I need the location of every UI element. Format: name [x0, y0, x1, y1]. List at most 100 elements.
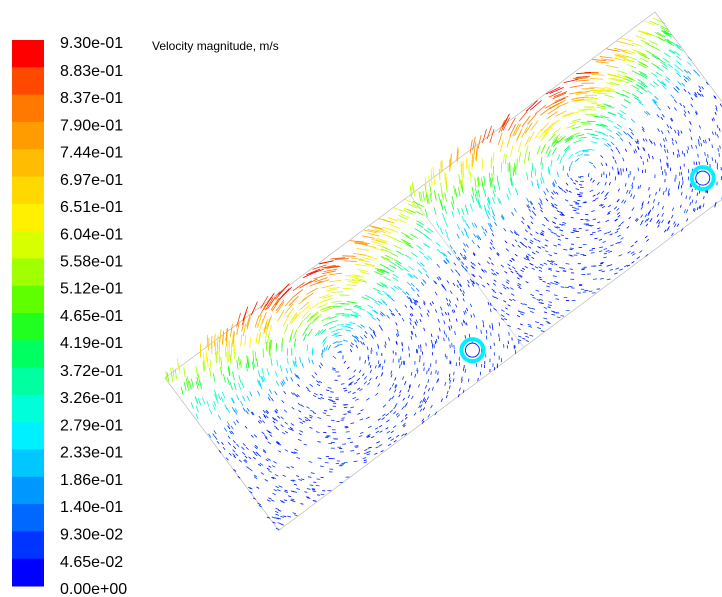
- velocity-vector: [578, 177, 581, 178]
- velocity-vector: [492, 327, 493, 330]
- velocity-vector: [632, 94, 639, 98]
- velocity-vector: [449, 337, 450, 341]
- velocity-vector: [262, 420, 264, 423]
- velocity-vector: [401, 232, 409, 236]
- velocity-vector: [511, 145, 513, 156]
- velocity-vector: [550, 87, 564, 93]
- velocity-vector: [538, 277, 541, 278]
- velocity-vector: [413, 326, 414, 329]
- velocity-vector: [592, 200, 595, 201]
- velocity-vector: [544, 263, 547, 264]
- velocity-vector: [684, 153, 685, 157]
- velocity-vector: [647, 218, 649, 221]
- velocity-vector: [415, 334, 416, 337]
- velocity-vector: [306, 407, 309, 409]
- velocity-vector: [463, 320, 464, 323]
- velocity-vector: [601, 191, 604, 194]
- velocity-vector: [543, 318, 547, 319]
- velocity-vector: [657, 214, 659, 217]
- velocity-vector: [518, 328, 521, 329]
- velocity-vector: [717, 134, 718, 137]
- velocity-vector: [547, 323, 550, 324]
- velocity-vector: [437, 379, 438, 383]
- velocity-vector: [462, 208, 464, 215]
- velocity-vector: [254, 435, 257, 438]
- velocity-vector: [473, 263, 475, 266]
- velocity-vector: [369, 378, 371, 381]
- velocity-vector: [531, 222, 533, 224]
- velocity-vector: [337, 344, 342, 345]
- velocity-vector: [530, 216, 533, 219]
- velocity-vector: [207, 357, 208, 367]
- velocity-vector: [550, 263, 553, 264]
- velocity-vector: [349, 322, 355, 324]
- velocity-vector: [284, 324, 288, 333]
- velocity-vector: [624, 131, 627, 134]
- velocity-vector: [577, 154, 583, 156]
- velocity-vector: [581, 100, 593, 101]
- velocity-vector: [463, 257, 465, 260]
- velocity-vector: [333, 341, 338, 343]
- velocity-vector: [265, 479, 268, 481]
- velocity-vector: [546, 322, 550, 323]
- velocity-vector: [555, 180, 557, 184]
- velocity-vector: [269, 389, 271, 393]
- velocity-vector: [493, 291, 496, 293]
- velocity-vector: [335, 259, 349, 260]
- colorbar-label: 3.26e-01: [60, 390, 123, 407]
- velocity-vector: [268, 470, 271, 472]
- velocity-vector: [618, 225, 621, 227]
- velocity-vector: [569, 154, 573, 158]
- velocity-vector: [677, 56, 682, 60]
- velocity-vector: [378, 419, 381, 421]
- velocity-vector: [472, 154, 473, 166]
- velocity-vector: [352, 397, 356, 398]
- velocity-vector: [332, 301, 342, 302]
- velocity-vector: [249, 457, 251, 459]
- velocity-vector: [347, 411, 350, 412]
- velocity-vector: [227, 352, 228, 363]
- velocity-vector: [399, 394, 401, 397]
- velocity-vector: [500, 293, 503, 295]
- velocity-vector: [219, 352, 220, 363]
- velocity-vector: [222, 392, 224, 398]
- velocity-vector: [419, 405, 421, 408]
- color-band: [12, 286, 44, 314]
- velocity-vector: [354, 340, 357, 343]
- velocity-vector: [449, 300, 451, 303]
- velocity-vector: [606, 220, 609, 222]
- velocity-vector: [356, 345, 358, 348]
- velocity-vector: [631, 132, 634, 135]
- velocity-vector: [367, 382, 369, 385]
- velocity-vector: [305, 417, 308, 419]
- velocity-vector: [373, 288, 380, 292]
- velocity-vector: [662, 114, 664, 117]
- velocity-vector: [268, 397, 270, 400]
- velocity-vector: [329, 273, 342, 275]
- velocity-vector: [365, 295, 372, 298]
- velocity-vector: [466, 244, 468, 247]
- velocity-vector: [420, 405, 422, 408]
- velocity-vector: [284, 410, 287, 413]
- velocity-vector: [258, 421, 260, 423]
- velocity-vector: [446, 334, 447, 338]
- velocity-vector: [294, 515, 297, 516]
- velocity-vector: [618, 189, 619, 192]
- velocity-vector: [374, 453, 377, 454]
- velocity-vector: [409, 266, 415, 270]
- velocity-vector: [312, 375, 315, 378]
- velocity-vector: [617, 212, 620, 214]
- velocity-vector: [317, 384, 320, 386]
- velocity-vector: [519, 287, 522, 288]
- velocity-vector: [311, 473, 315, 474]
- velocity-vector: [275, 514, 279, 515]
- velocity-vector: [632, 207, 634, 210]
- velocity-vector: [454, 186, 456, 195]
- velocity-vector: [239, 460, 242, 462]
- velocity-vector: [481, 330, 482, 334]
- colorbar-label: 7.44e-01: [60, 144, 123, 161]
- velocity-vector: [425, 244, 430, 248]
- velocity-vector: [277, 490, 280, 491]
- velocity-vector: [367, 347, 368, 350]
- velocity-vector: [493, 216, 496, 221]
